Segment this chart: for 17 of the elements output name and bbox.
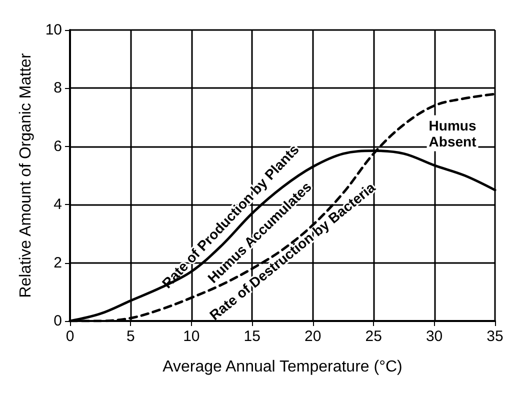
y-tick-label: 6 bbox=[54, 138, 62, 155]
y-tick-label: 2 bbox=[54, 254, 62, 272]
x-tick-label: 0 bbox=[66, 328, 74, 345]
x-tick-label: 35 bbox=[486, 328, 504, 345]
x-tick-label: 25 bbox=[365, 328, 382, 345]
x-tick-label: 10 bbox=[183, 328, 200, 345]
x-tick-label: 30 bbox=[426, 328, 443, 345]
y-tick-label: 8 bbox=[54, 80, 62, 97]
annotation: Humus Absent bbox=[428, 117, 477, 150]
y-axis-title: Relative Amount of Organic Matter bbox=[18, 52, 34, 298]
y-tick-label: 10 bbox=[45, 22, 62, 38]
y-tick-label: 4 bbox=[54, 196, 62, 214]
x-tick-label: 20 bbox=[304, 328, 322, 345]
x-tick-label: 5 bbox=[126, 328, 135, 345]
x-tick-label: 15 bbox=[244, 328, 260, 345]
y-tick-label: 0 bbox=[54, 312, 62, 330]
x-axis-title: Average Annual Temperature (°C) bbox=[162, 358, 402, 376]
